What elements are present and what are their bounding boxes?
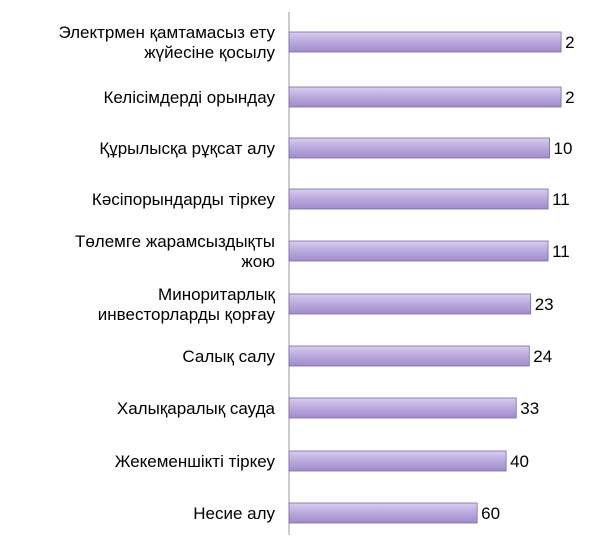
value-label: 10 [554, 139, 573, 158]
value-label: 60 [481, 504, 500, 523]
value-label: 23 [535, 295, 554, 314]
category-label: Кәсіпорындарды тіркеу [92, 190, 276, 209]
category-label: Жекеменшікті тіркеу [115, 452, 276, 471]
value-label: 2 [565, 88, 574, 107]
category-label: инвесторларды қорғау [98, 305, 276, 324]
category-label: Төлемге жарамсыздықты [75, 232, 275, 251]
category-label: Миноритарлық [158, 285, 276, 304]
bar [288, 502, 478, 524]
value-label: 11 [552, 242, 570, 261]
category-label: Салық салу [182, 347, 275, 366]
category-label: жою [241, 252, 275, 271]
bar [288, 397, 517, 419]
bar [288, 240, 549, 262]
bar [288, 31, 562, 53]
category-label: Электрмен қамтамасыз ету [58, 23, 275, 42]
category-label: Құрылысқа рұқсат алу [99, 139, 275, 158]
value-label: 2 [565, 33, 574, 52]
value-label: 11 [552, 190, 570, 209]
category-label: жүйесіне қосылу [144, 43, 275, 62]
category-label: Халықаралық сауда [117, 399, 276, 418]
bar [288, 450, 507, 472]
category-label: Келісімдерді орындау [103, 88, 275, 107]
value-label: 40 [510, 452, 529, 471]
bar [288, 188, 549, 210]
bar [288, 293, 532, 315]
value-label: 33 [520, 399, 539, 418]
bar [288, 345, 530, 367]
value-label: 24 [533, 347, 552, 366]
bar [288, 86, 562, 108]
category-label: Несие алу [193, 504, 275, 523]
bar [288, 137, 550, 159]
